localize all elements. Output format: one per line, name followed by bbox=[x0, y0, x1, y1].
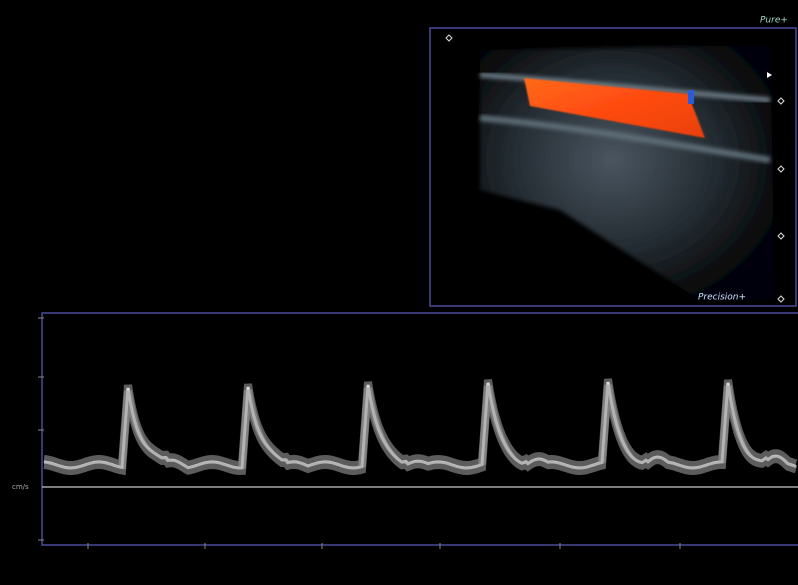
waveform-band bbox=[43, 378, 798, 470]
image-label: Precision+ bbox=[698, 293, 746, 303]
color-flow bbox=[524, 78, 705, 138]
axis-ticks bbox=[38, 317, 681, 549]
doppler-panel: cm/s bbox=[12, 312, 798, 549]
vessel-wall bbox=[479, 115, 771, 163]
depth-markers bbox=[445, 34, 785, 303]
mode-label: Pure+ bbox=[760, 16, 788, 26]
velocity-unit: cm/s bbox=[12, 483, 29, 491]
spectral-waveform bbox=[43, 378, 798, 476]
doppler-frame bbox=[41, 312, 798, 546]
color-flow-edge bbox=[688, 90, 694, 104]
focus-marker bbox=[767, 72, 772, 78]
waveform-band bbox=[43, 384, 798, 476]
vessel-wall bbox=[479, 72, 771, 103]
image-panel: Precision+ bbox=[429, 27, 797, 307]
